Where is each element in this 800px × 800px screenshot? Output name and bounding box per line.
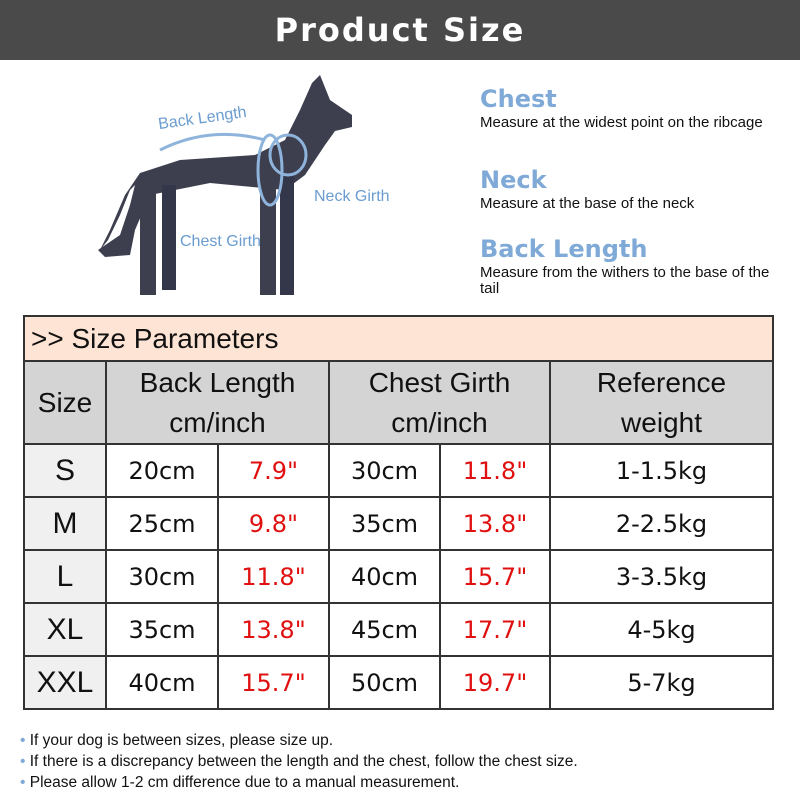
cell-chest-cm: 50cm [328,655,441,710]
note-item: If your dog is between sizes, please siz… [20,730,578,751]
cell-chest-in: 15.7" [439,549,551,604]
table-row: XL 35cm 13.8" 45cm 17.7" 4-5kg [23,602,774,657]
cell-chest-cm: 40cm [328,549,441,604]
neck-girth-label: Neck Girth [314,188,390,205]
note-item: Please allow 1-2 cm difference due to a … [20,772,578,793]
chest-desc: Measure at the widest point on the ribca… [480,114,763,131]
cell-weight: 5-7kg [549,655,774,710]
back-length-info: Back Length Measure from the withers to t… [480,235,780,297]
chest-title: Chest [480,85,557,113]
back-length-desc: Measure from the withers to the base of … [480,264,770,297]
back-length-title: Back Length [480,235,648,263]
dog-illustration [98,75,352,295]
cell-weight: 4-5kg [549,602,774,657]
header-back-length: Back Length cm/inch [105,360,330,445]
table-row: S 20cm 7.9" 30cm 11.8" 1-1.5kg [23,443,774,498]
chest-info: Chest Measure at the widest point on the … [480,85,780,131]
cell-chest-in: 11.8" [439,443,551,498]
cell-back-in: 13.8" [217,602,330,657]
neck-desc: Measure at the base of the neck [480,195,695,212]
cell-back-cm: 35cm [105,602,219,657]
cell-chest-cm: 45cm [328,602,441,657]
size-table: >> Size Parameters Size Back Length cm/in… [23,315,774,710]
table-title: >> Size Parameters [23,315,774,362]
cell-size: M [23,496,107,551]
cell-back-in: 11.8" [217,549,330,604]
cell-size: S [23,443,107,498]
cell-back-in: 9.8" [217,496,330,551]
cell-back-cm: 30cm [105,549,219,604]
cell-chest-in: 19.7" [439,655,551,710]
cell-back-in: 15.7" [217,655,330,710]
cell-back-in: 7.9" [217,443,330,498]
header-chest-girth: Chest Girth cm/inch [328,360,551,445]
cell-weight: 1-1.5kg [549,443,774,498]
notes-list: If your dog is between sizes, please siz… [20,730,578,793]
banner-title: Product Size [0,0,800,60]
neck-title: Neck [480,166,547,194]
table-row: M 25cm 9.8" 35cm 13.8" 2-2.5kg [23,496,774,551]
cell-size: XL [23,602,107,657]
header-size: Size [23,360,107,445]
table-row: XXL 40cm 15.7" 50cm 19.7" 5-7kg [23,655,774,710]
cell-weight: 2-2.5kg [549,496,774,551]
cell-size: L [23,549,107,604]
cell-back-cm: 20cm [105,443,219,498]
table-row: L 30cm 11.8" 40cm 15.7" 3-3.5kg [23,549,774,604]
cell-chest-cm: 30cm [328,443,441,498]
neck-info: Neck Measure at the base of the neck [480,166,780,212]
note-item: If there is a discrepancy between the le… [20,751,578,772]
cell-chest-in: 13.8" [439,496,551,551]
header-weight: Reference weight [549,360,774,445]
cell-back-cm: 40cm [105,655,219,710]
chest-girth-label: Chest Girth [180,233,261,250]
cell-chest-in: 17.7" [439,602,551,657]
cell-weight: 3-3.5kg [549,549,774,604]
cell-chest-cm: 35cm [328,496,441,551]
cell-back-cm: 25cm [105,496,219,551]
cell-size: XXL [23,655,107,710]
